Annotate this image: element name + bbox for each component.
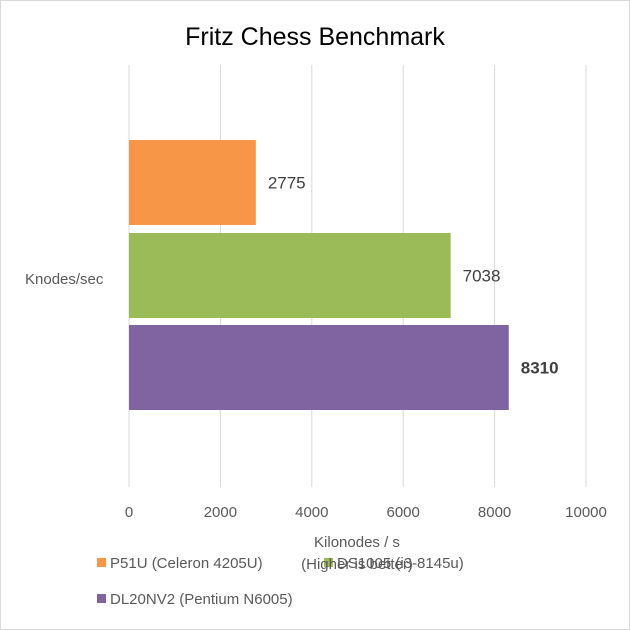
x-axis-ticks: 0 2000 4000 6000 8000 10000 bbox=[125, 504, 607, 521]
x-axis-title: Kilonodes / s bbox=[314, 534, 400, 551]
chart-title: Fritz Chess Benchmark bbox=[185, 23, 445, 51]
x-tick-label: 8000 bbox=[478, 504, 511, 521]
x-tick-label: 4000 bbox=[295, 504, 328, 521]
data-label: 7038 bbox=[463, 267, 501, 286]
category-label: Knodes/sec bbox=[25, 271, 104, 288]
bar bbox=[129, 140, 256, 225]
bar bbox=[129, 325, 509, 410]
bars: 2775 7038 8310 bbox=[129, 140, 559, 410]
legend-swatch bbox=[97, 558, 106, 567]
legend-label: P51U (Celeron 4205U) bbox=[110, 555, 263, 572]
legend-label: DL20NV2 (Pentium N6005) bbox=[110, 591, 293, 608]
x-tick-label: 2000 bbox=[204, 504, 237, 521]
legend-swatch bbox=[324, 558, 333, 567]
x-tick-label: 10000 bbox=[565, 504, 607, 521]
data-label: 2775 bbox=[268, 174, 306, 193]
x-axis-note: (Higher is better) bbox=[301, 556, 413, 573]
legend-swatch bbox=[97, 594, 106, 603]
bar bbox=[129, 233, 451, 318]
legend: P51U (Celeron 4205U) DS1005 (i3-8145u) DL2… bbox=[97, 555, 464, 608]
data-label: 8310 bbox=[521, 359, 559, 378]
legend-label: DS1005 (i3-8145u) bbox=[337, 555, 464, 572]
x-tick-label: 0 bbox=[125, 504, 133, 521]
x-tick-label: 6000 bbox=[387, 504, 420, 521]
